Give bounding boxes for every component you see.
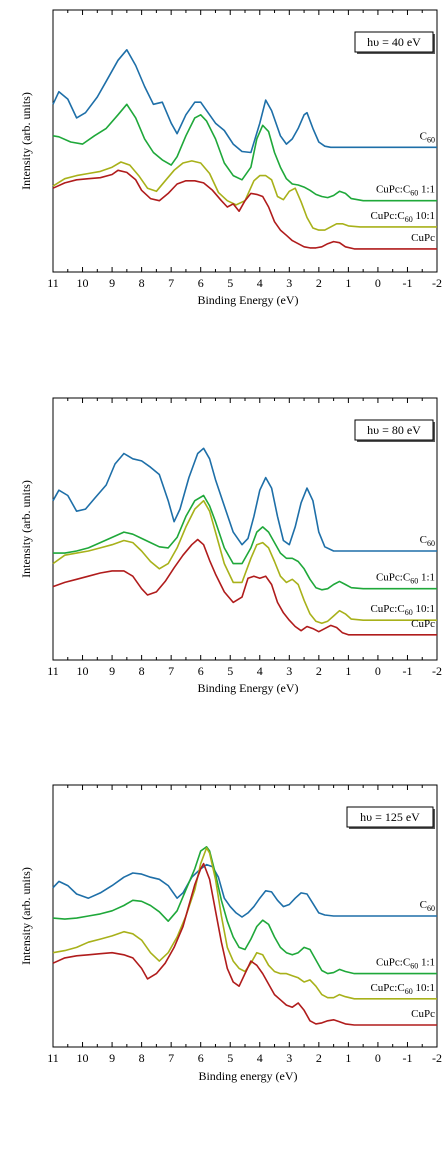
x-tick-label: 4 [257, 664, 263, 678]
series-label: CuPc:C60 1:1 [376, 184, 435, 198]
x-tick-label: 8 [139, 1051, 145, 1065]
x-tick-label: 2 [316, 1051, 322, 1065]
series-line [52, 103, 437, 202]
series-line [52, 499, 437, 625]
series-line [52, 538, 437, 636]
x-tick-label: 10 [77, 664, 89, 678]
series-label: CuPc [411, 232, 435, 244]
series-line [52, 169, 437, 250]
x-tick-label: 7 [168, 664, 174, 678]
series-line [52, 447, 437, 552]
series-line [52, 846, 437, 975]
x-tick-label: 2 [316, 664, 322, 678]
x-tick-label: 8 [139, 664, 145, 678]
x-tick-label: -1 [402, 276, 412, 290]
x-tick-label: 4 [257, 1051, 263, 1065]
photon-energy-box [346, 806, 434, 828]
x-tick-label: 10 [77, 276, 89, 290]
x-tick-label: 9 [109, 1051, 115, 1065]
x-tick-label: 3 [286, 276, 292, 290]
x-tick-label: -2 [432, 1051, 442, 1065]
x-tick-label: 6 [198, 276, 204, 290]
x-tick-label: 6 [198, 664, 204, 678]
series-label: C60 [420, 130, 435, 144]
x-tick-label: 10 [77, 1051, 89, 1065]
photon-energy-box [354, 419, 434, 441]
y-axis-label: Intensity (arb. units) [19, 867, 33, 965]
x-tick-label: 1 [345, 1051, 351, 1065]
series-label: CuPc:C60 1:1 [376, 572, 435, 586]
photon-energy-label: hυ = 125 eV [360, 810, 420, 824]
series-label: CuPc [411, 618, 435, 630]
x-tick-label: -1 [402, 1051, 412, 1065]
series-line [53, 494, 437, 591]
x-tick-label: 3 [286, 1051, 292, 1065]
y-axis-label: Intensity (arb. units) [19, 92, 33, 190]
x-tick-label: 11 [47, 1051, 59, 1065]
x-tick-label: -2 [432, 664, 442, 678]
x-tick-label: 11 [47, 664, 59, 678]
series-label: CuPc [411, 1008, 435, 1020]
x-tick-label: 9 [109, 276, 115, 290]
x-tick-label: 9 [109, 664, 115, 678]
x-tick-label: 1 [345, 664, 351, 678]
series-label: CuPc:C60 1:1 [376, 957, 435, 971]
x-axis-label: Binding Energy (eV) [197, 293, 298, 307]
x-tick-label: 8 [139, 276, 145, 290]
x-tick-label: 5 [227, 664, 233, 678]
series-line [52, 863, 437, 918]
series-line [52, 847, 437, 1000]
photon-energy-box [354, 31, 434, 53]
x-axis-label: Binding energy (eV) [198, 1069, 297, 1083]
x-tick-label: 7 [168, 276, 174, 290]
series-label: C60 [420, 899, 435, 913]
x-tick-label: 6 [198, 1051, 204, 1065]
series-label: CuPc:C60 10:1 [370, 603, 435, 617]
x-tick-label: 5 [227, 1051, 233, 1065]
x-tick-label: 4 [257, 276, 263, 290]
x-tick-label: 5 [227, 276, 233, 290]
series-label: CuPc:C60 10:1 [370, 210, 435, 224]
series-label: C60 [420, 534, 435, 548]
x-tick-label: 0 [375, 664, 381, 678]
series-label: CuPc:C60 10:1 [370, 982, 435, 996]
x-axis-label: Binding Energy (eV) [197, 681, 298, 695]
y-axis-label: Intensity (arb. units) [19, 480, 33, 578]
x-tick-label: 0 [375, 1051, 381, 1065]
series-line [52, 49, 437, 154]
photon-energy-label: hυ = 40 eV [367, 35, 421, 49]
x-tick-label: 3 [286, 664, 292, 678]
series-line [52, 160, 437, 231]
series-line [52, 862, 437, 1026]
x-tick-label: 1 [345, 276, 351, 290]
x-tick-label: -1 [402, 664, 412, 678]
x-tick-label: 7 [168, 1051, 174, 1065]
x-tick-label: -2 [432, 276, 442, 290]
x-tick-label: 11 [47, 276, 59, 290]
x-tick-label: 2 [316, 276, 322, 290]
x-tick-label: 0 [375, 276, 381, 290]
photon-energy-label: hυ = 80 eV [367, 423, 421, 437]
